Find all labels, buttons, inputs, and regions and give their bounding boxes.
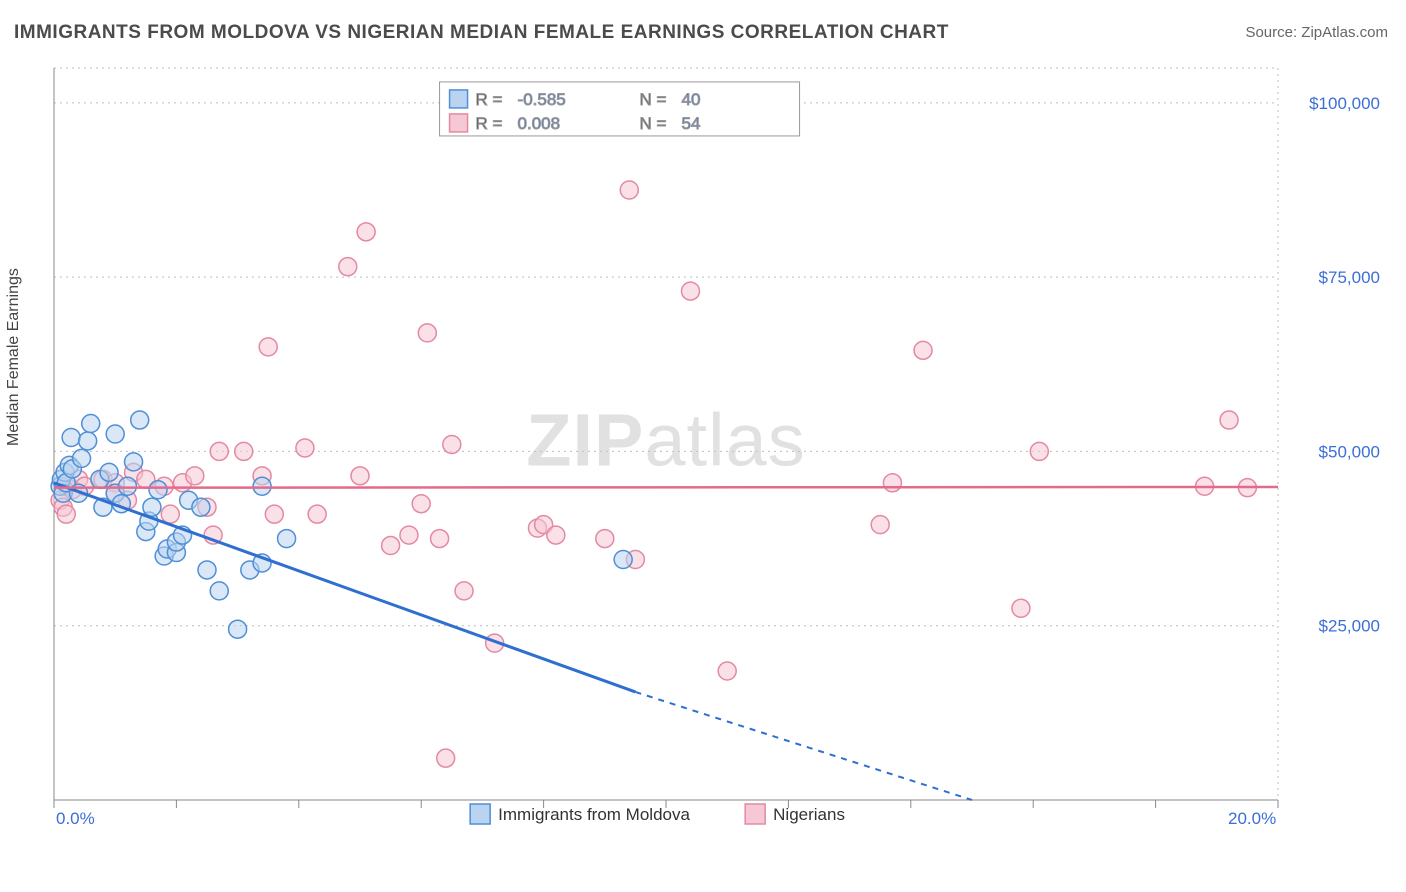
correlation-legend: R = -0.585 N = 40 R = 0.008 N = 54 (440, 82, 800, 136)
data-point (620, 181, 638, 199)
svg-text:40: 40 (682, 90, 701, 109)
data-point (871, 516, 889, 534)
svg-text:R =: R = (476, 114, 503, 133)
data-point (443, 435, 461, 453)
trend-line-extrapolated (635, 692, 972, 800)
series-legend: Immigrants from Moldova Nigerians (470, 804, 845, 824)
y-tick-label: $25,000 (1319, 617, 1380, 636)
data-point (1220, 411, 1238, 429)
y-tick-label: $50,000 (1319, 442, 1380, 461)
svg-text:-0.585: -0.585 (518, 90, 566, 109)
data-point (186, 467, 204, 485)
svg-text:N =: N = (640, 114, 667, 133)
y-axis-label: Median Female Earnings (5, 268, 23, 446)
data-point (125, 453, 143, 471)
data-point (455, 582, 473, 600)
data-point (400, 526, 418, 544)
data-point (253, 477, 271, 495)
chart-title: IMMIGRANTS FROM MOLDOVA VS NIGERIAN MEDI… (14, 22, 949, 44)
data-point (62, 428, 80, 446)
data-point (229, 620, 247, 638)
data-point (1030, 442, 1048, 460)
data-point (57, 505, 75, 523)
data-point (308, 505, 326, 523)
data-point (82, 415, 100, 433)
data-point (265, 505, 283, 523)
svg-text:Immigrants from Moldova: Immigrants from Moldova (498, 805, 690, 824)
data-point (437, 749, 455, 767)
data-point (143, 498, 161, 516)
data-point (718, 662, 736, 680)
source-label: Source: ZipAtlas.com (1245, 24, 1388, 41)
data-point (118, 477, 136, 495)
data-point (547, 526, 565, 544)
y-tick-label: $75,000 (1319, 268, 1380, 287)
data-point (210, 442, 228, 460)
data-point (131, 411, 149, 429)
y-tick-label: $100,000 (1309, 94, 1380, 113)
trend-line (54, 487, 1278, 488)
data-point (149, 481, 167, 499)
x-tick-label: 20.0% (1228, 809, 1276, 828)
data-point (259, 338, 277, 356)
data-point (296, 439, 314, 457)
data-point (210, 582, 228, 600)
svg-text:Nigerians: Nigerians (773, 805, 845, 824)
chart-container: IMMIGRANTS FROM MOLDOVA VS NIGERIAN MEDI… (0, 0, 1406, 892)
data-point (79, 432, 97, 450)
data-point (278, 530, 296, 548)
data-point (914, 341, 932, 359)
trend-line (54, 483, 635, 692)
x-tick-label: 0.0% (56, 809, 95, 828)
svg-text:54: 54 (682, 114, 701, 133)
data-point (192, 498, 210, 516)
data-point (681, 282, 699, 300)
data-point (412, 495, 430, 513)
data-point (100, 463, 118, 481)
data-point (614, 550, 632, 568)
plot-area: $25,000 $50,000 $75,000 $100,000 ZIPatlas R =… (48, 62, 1388, 828)
data-point (883, 474, 901, 492)
data-point (106, 425, 124, 443)
data-point (198, 561, 216, 579)
data-point (418, 324, 436, 342)
data-point (161, 505, 179, 523)
data-point (1012, 599, 1030, 617)
svg-text:N =: N = (640, 90, 667, 109)
data-point (357, 223, 375, 241)
data-point (339, 258, 357, 276)
plot-svg: $25,000 $50,000 $75,000 $100,000 ZIPatlas R =… (48, 62, 1388, 828)
svg-text:R =: R = (476, 90, 503, 109)
data-point (351, 467, 369, 485)
data-point (596, 530, 614, 548)
data-point (73, 449, 91, 467)
watermark: ZIPatlas (526, 398, 805, 481)
data-point (235, 442, 253, 460)
data-point (431, 530, 449, 548)
svg-text:0.008: 0.008 (518, 114, 561, 133)
data-point (382, 537, 400, 555)
